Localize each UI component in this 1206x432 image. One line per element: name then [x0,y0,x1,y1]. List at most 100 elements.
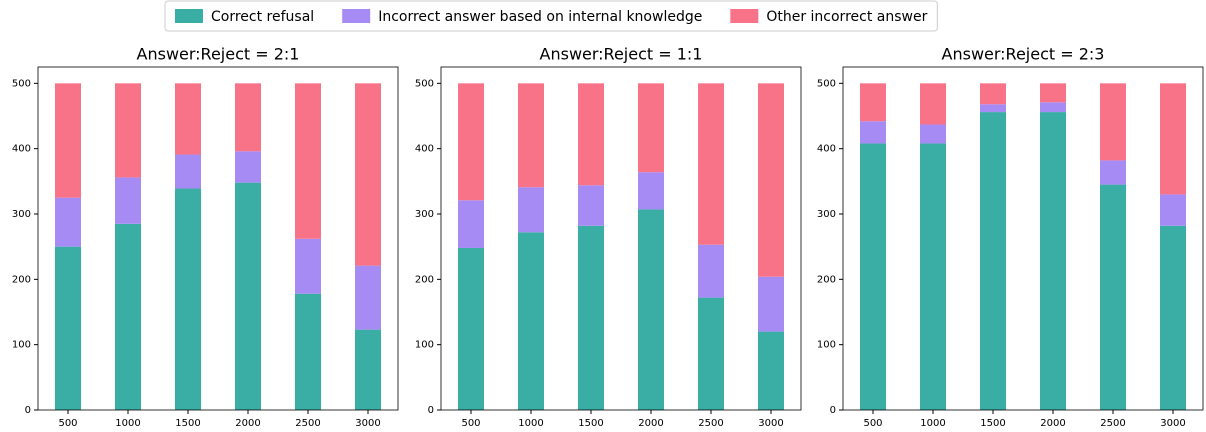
bar-segment [115,223,141,410]
bar-segment [115,177,141,224]
bar-segment [295,293,321,410]
bar-segment [235,182,261,410]
axes-frame [842,66,1204,411]
x-tick-label: 500 [461,418,480,429]
bar-segment [518,232,544,410]
bar-segment [175,154,201,189]
x-tick-label: 3000 [758,418,783,429]
y-tick-label: 400 [415,144,434,155]
bar-segment [638,209,664,410]
chart-title: Answer:Reject = 1:1 [540,45,703,64]
bar-segment [518,83,544,188]
bar-segment [758,276,784,332]
bar-segment [920,124,946,144]
x-tick-label: 3000 [355,418,380,429]
bar-segment [860,121,886,144]
legend-frame [164,0,938,32]
bar-segment [758,331,784,410]
y-tick-label: 200 [415,274,434,285]
chart-title: Answer:Reject = 2:1 [137,45,300,64]
legend-swatch [342,9,371,23]
bar-segment [758,83,784,277]
bar-segment [980,104,1006,113]
chart-title: Answer:Reject = 2:3 [942,45,1105,64]
bar-segment [355,83,381,266]
y-tick-label: 0 [428,405,434,416]
bar-segment [860,143,886,410]
bar-segment [1040,102,1066,113]
bar-segment [1100,160,1126,185]
x-tick-label: 1000 [920,418,945,429]
bar-segment [458,247,484,410]
y-tick-label: 400 [817,144,836,155]
legend-label: Correct refusal [211,9,314,25]
bar-segment [578,185,604,226]
y-tick-label: 0 [25,405,31,416]
bar-segment [578,83,604,186]
bar-segment [980,112,1006,410]
bar-segment [698,244,724,298]
bar-segment [55,83,81,198]
x-tick-label: 1000 [115,418,140,429]
bar-segment [458,83,484,201]
x-tick-label: 1000 [518,418,543,429]
bar-segment [698,297,724,410]
bar-segment [638,83,664,173]
bar-segment [920,143,946,410]
bar-segment [458,200,484,248]
legend-swatch [175,9,203,23]
bar-segment [295,238,321,294]
x-tick-label: 2000 [235,418,260,429]
y-tick-label: 500 [415,78,434,89]
y-tick-label: 300 [12,209,31,220]
bar-segment [175,83,201,155]
bar-segment [175,188,201,410]
y-tick-label: 100 [817,340,836,351]
y-tick-label: 300 [817,209,836,220]
bar-segment [860,83,886,122]
bar-segment [355,329,381,410]
x-tick-label: 2500 [1100,418,1125,429]
bar-segment [1160,194,1186,226]
axes-frame [440,66,802,411]
y-tick-label: 500 [12,78,31,89]
axes-frame [37,66,399,411]
y-tick-label: 100 [12,340,31,351]
bar-segment [1160,83,1186,195]
legend-swatch [730,9,759,23]
bar-segment [115,83,141,178]
x-tick-label: 2000 [638,418,663,429]
x-tick-label: 2500 [295,418,320,429]
y-tick-label: 200 [817,274,836,285]
bar-segment [235,151,261,183]
bar-segment [578,225,604,410]
bar-segment [1040,83,1066,103]
y-tick-label: 100 [415,340,434,351]
bar-segment [355,265,381,330]
x-tick-label: 2000 [1040,418,1065,429]
bar-segment [698,83,724,245]
bar-segment [295,83,321,239]
legend-label: Incorrect answer based on internal knowl… [378,9,702,25]
y-tick-label: 300 [415,209,434,220]
x-tick-label: 1500 [980,418,1005,429]
y-tick-label: 400 [12,144,31,155]
x-tick-label: 2500 [698,418,723,429]
x-tick-label: 1500 [175,418,200,429]
bar-segment [1100,184,1126,410]
bar-segment [55,197,81,247]
x-tick-label: 1500 [578,418,603,429]
legend-label: Other incorrect answer [766,9,927,25]
bar-segment [638,172,664,210]
bar-segment [1100,83,1126,161]
bar-segment [980,83,1006,105]
x-tick-label: 3000 [1160,418,1185,429]
bar-segment [1160,225,1186,410]
y-tick-label: 200 [12,274,31,285]
bar-segment [920,83,946,125]
bar-segment [518,187,544,233]
y-tick-label: 500 [817,78,836,89]
y-tick-label: 0 [830,405,836,416]
bar-segment [55,246,81,410]
